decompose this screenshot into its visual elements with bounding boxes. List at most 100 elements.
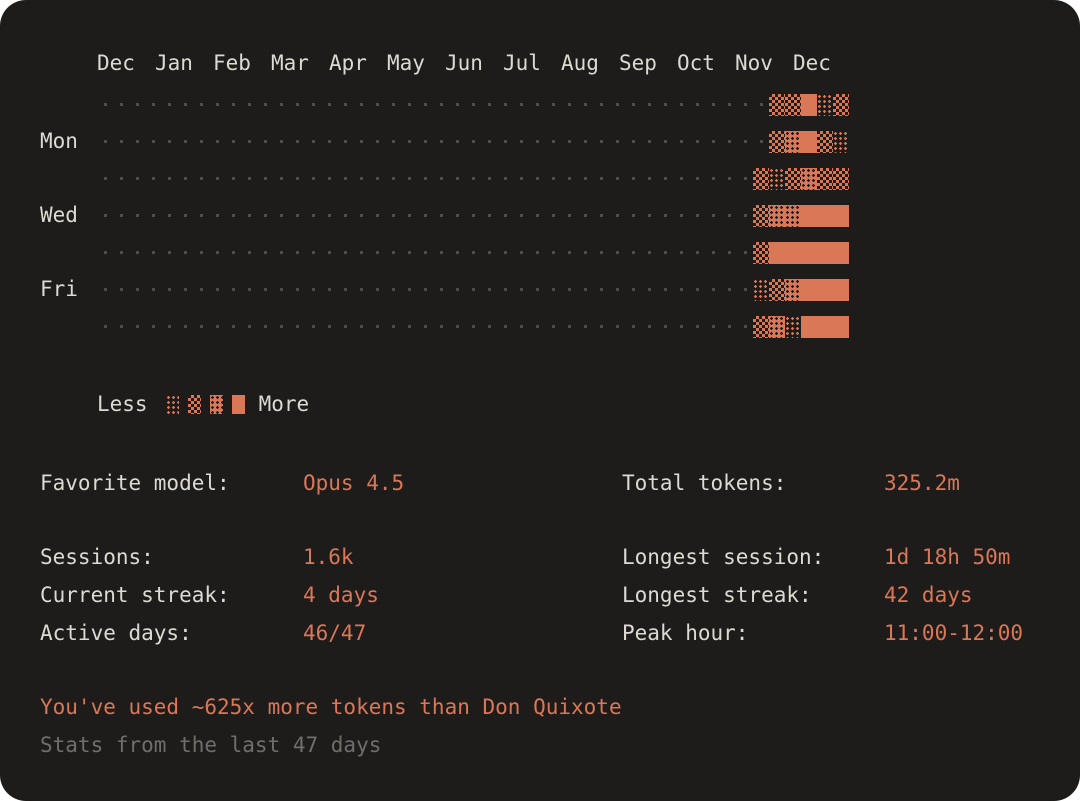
empty-day-dot — [455, 325, 459, 328]
heatmap-cell — [465, 123, 481, 160]
empty-day-dot — [295, 103, 299, 106]
heatmap-cell — [129, 86, 145, 123]
empty-day-dot — [679, 140, 683, 143]
heatmap-cell — [129, 308, 145, 345]
month-label: Dec — [97, 51, 135, 75]
empty-day-dot — [199, 325, 203, 328]
heatmap-cell — [673, 86, 689, 123]
empty-day-dot — [375, 251, 379, 254]
heatmap-legend: Less More — [97, 390, 1040, 418]
empty-day-dot — [439, 103, 443, 106]
empty-day-dot — [423, 140, 427, 143]
activity-block — [817, 167, 833, 190]
empty-day-dot — [599, 103, 603, 106]
heatmap-cell — [785, 160, 801, 197]
heatmap-cell — [705, 160, 721, 197]
heatmap-cell — [97, 160, 113, 197]
heatmap-cell — [257, 234, 273, 271]
stat-value: 11:00-12:00 — [884, 621, 1024, 645]
empty-day-dot — [279, 214, 283, 217]
heatmap-cell — [145, 234, 161, 271]
empty-day-dot — [199, 177, 203, 180]
heatmap-cell — [193, 234, 209, 271]
heatmap-cell — [129, 197, 145, 234]
heatmap-cell — [433, 234, 449, 271]
legend-swatch-level-1 — [165, 394, 179, 414]
heatmap-cell — [241, 271, 257, 308]
empty-day-dot — [631, 288, 635, 291]
heatmap-cell — [545, 234, 561, 271]
empty-day-dot — [711, 251, 715, 254]
empty-day-dot — [695, 251, 699, 254]
heatmap-row: Wed — [40, 197, 1040, 234]
heatmap-cell — [545, 160, 561, 197]
heatmap-row — [40, 308, 1040, 345]
empty-day-dot — [103, 251, 107, 254]
heatmap-cell — [113, 234, 129, 271]
heatmap-cell — [241, 234, 257, 271]
empty-day-dot — [391, 325, 395, 328]
activity-block — [753, 204, 769, 227]
empty-day-dot — [743, 251, 747, 254]
empty-day-dot — [407, 177, 411, 180]
heatmap-cell — [641, 86, 657, 123]
empty-day-dot — [583, 288, 587, 291]
empty-day-dot — [487, 177, 491, 180]
empty-day-dot — [647, 140, 651, 143]
heatmap-cell — [561, 308, 577, 345]
heatmap-cell — [545, 123, 561, 160]
empty-day-dot — [231, 325, 235, 328]
empty-day-dot — [423, 103, 427, 106]
month-label: Sep — [619, 51, 657, 75]
empty-day-dot — [471, 140, 475, 143]
empty-day-dot — [679, 325, 683, 328]
empty-day-dot — [407, 325, 411, 328]
empty-day-dot — [375, 214, 379, 217]
stat-value: 325.2m — [884, 471, 960, 495]
activity-block — [833, 204, 849, 227]
empty-day-dot — [407, 140, 411, 143]
heatmap-cell — [177, 86, 193, 123]
heatmap-cell — [833, 160, 849, 197]
empty-day-dot — [135, 214, 139, 217]
heatmap-cell — [833, 123, 849, 160]
heatmap-cell — [417, 308, 433, 345]
empty-day-dot — [391, 103, 395, 106]
heatmap-row: Mon — [40, 123, 1040, 160]
empty-day-dot — [583, 103, 587, 106]
heatmap-cell — [337, 197, 353, 234]
heatmap-cell — [625, 197, 641, 234]
heatmap-cell — [801, 197, 817, 234]
empty-day-dot — [327, 177, 331, 180]
heatmap-cell — [273, 86, 289, 123]
empty-day-dot — [727, 140, 731, 143]
heatmap-cell — [369, 234, 385, 271]
empty-day-dot — [215, 251, 219, 254]
heatmap-cell — [673, 123, 689, 160]
empty-day-dot — [279, 140, 283, 143]
empty-day-dot — [167, 288, 171, 291]
empty-day-dot — [679, 251, 683, 254]
heatmap-cell — [257, 86, 273, 123]
heatmap-cell — [577, 123, 593, 160]
heatmap-cell — [273, 197, 289, 234]
activity-block — [753, 167, 769, 190]
heatmap-cell — [161, 308, 177, 345]
heatmap-cell — [305, 86, 321, 123]
heatmap-cell — [753, 197, 769, 234]
empty-day-dot — [599, 251, 603, 254]
empty-day-dot — [215, 214, 219, 217]
empty-day-dot — [167, 177, 171, 180]
empty-day-dot — [311, 177, 315, 180]
month-label: Jul — [503, 51, 541, 75]
heatmap-cell — [705, 123, 721, 160]
heatmap-cell — [769, 234, 785, 271]
empty-day-dot — [183, 288, 187, 291]
heatmap-cell — [209, 308, 225, 345]
heatmap-cell — [689, 86, 705, 123]
heatmap-cell — [625, 234, 641, 271]
empty-day-dot — [743, 103, 747, 106]
heatmap-cell — [529, 271, 545, 308]
heatmap-cell — [817, 160, 833, 197]
activity-block — [769, 93, 785, 116]
